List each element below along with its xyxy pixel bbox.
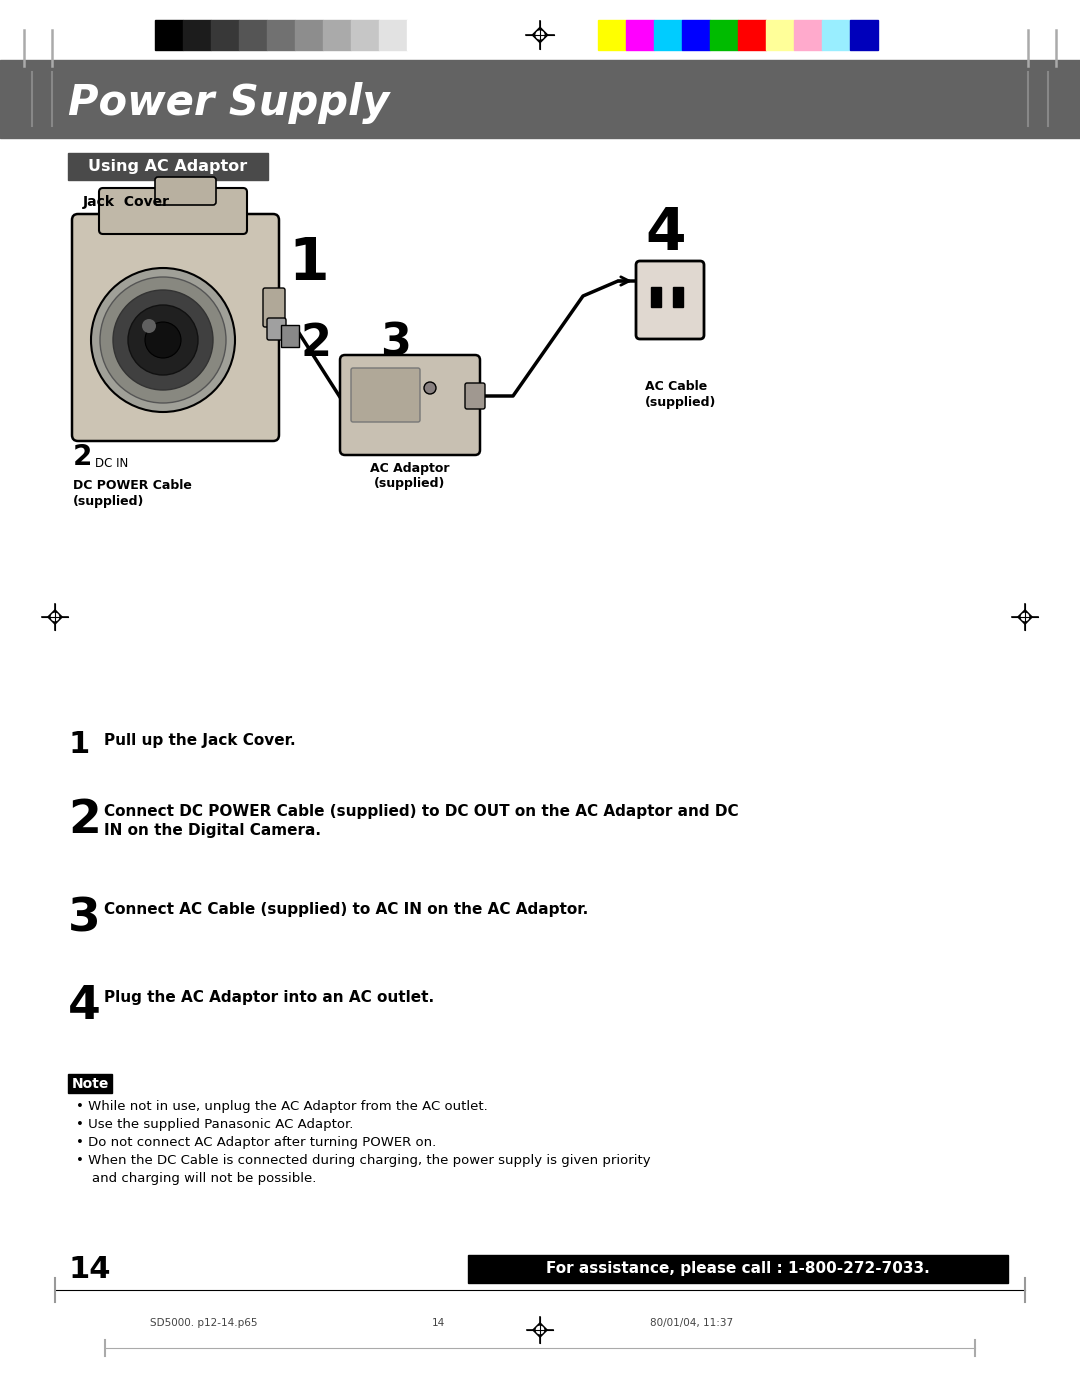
Polygon shape [48,610,63,624]
Text: 80/01/04, 11:37: 80/01/04, 11:37 [650,1317,733,1329]
Text: 2: 2 [68,798,100,842]
Circle shape [129,305,198,374]
Bar [0,0,1080,59]
Text: Using AC Adaptor: Using AC Adaptor [89,159,247,175]
Text: (supplied): (supplied) [645,395,716,409]
FancyBboxPatch shape [267,319,286,339]
Text: IN on the Digital Camera.: IN on the Digital Camera. [104,823,321,838]
Bar [351,20,379,50]
Bar [0,60,1080,138]
FancyBboxPatch shape [99,189,247,235]
Bar [468,1255,1008,1282]
Text: (supplied): (supplied) [73,495,145,509]
Circle shape [424,381,436,394]
Bar [211,20,239,50]
Text: AC Cable: AC Cable [645,380,707,393]
Circle shape [145,321,181,358]
FancyBboxPatch shape [465,383,485,409]
Text: 1: 1 [288,235,328,292]
Text: 3: 3 [380,321,410,365]
Text: Power Supply: Power Supply [68,82,390,124]
Bar [323,20,351,50]
Bar [766,20,794,50]
Text: • Use the supplied Panasonic AC Adaptor.: • Use the supplied Panasonic AC Adaptor. [76,1118,353,1132]
Bar [267,20,295,50]
Bar [738,20,766,50]
Text: Plug the AC Adaptor into an AC outlet.: Plug the AC Adaptor into an AC outlet. [104,990,434,1004]
Text: 4: 4 [645,205,686,263]
Text: Jack  Cover: Jack Cover [83,196,170,210]
Text: 2: 2 [73,443,93,471]
FancyBboxPatch shape [340,355,480,455]
Text: • When the DC Cable is connected during charging, the power supply is given prio: • When the DC Cable is connected during … [76,1154,650,1166]
Bar [183,20,211,50]
Text: 3: 3 [68,895,100,942]
Bar [68,1074,112,1092]
Bar [794,20,822,50]
Text: For assistance, please call : 1-800-272-7033.: For assistance, please call : 1-800-272-… [546,1261,930,1277]
Text: Note: Note [71,1077,109,1091]
Polygon shape [1017,610,1032,624]
Bar [407,20,435,50]
Bar [822,20,850,50]
Bar [156,20,183,50]
FancyBboxPatch shape [264,288,285,327]
Bar [68,154,268,180]
FancyBboxPatch shape [156,177,216,205]
Circle shape [537,1326,543,1334]
Circle shape [113,291,213,390]
Circle shape [536,31,544,39]
Text: 14: 14 [68,1255,110,1284]
Bar [239,20,267,50]
Text: 14: 14 [431,1317,445,1329]
FancyBboxPatch shape [72,214,279,441]
Bar [681,20,710,50]
Circle shape [100,277,226,402]
Circle shape [141,319,156,332]
Text: 2: 2 [300,321,330,365]
Text: 1: 1 [68,731,90,759]
Bar [295,20,323,50]
Text: AC Adaptor: AC Adaptor [370,462,449,475]
Bar [379,20,407,50]
Text: • While not in use, unplug the AC Adaptor from the AC outlet.: • While not in use, unplug the AC Adapto… [76,1099,488,1113]
FancyBboxPatch shape [351,367,420,422]
Bar [281,326,299,346]
Polygon shape [532,1323,548,1337]
Bar [598,20,626,50]
Circle shape [1022,613,1028,620]
Text: Pull up the Jack Cover.: Pull up the Jack Cover. [104,733,296,747]
Bar [626,20,654,50]
Text: • Do not connect AC Adaptor after turning POWER on.: • Do not connect AC Adaptor after turnin… [76,1136,436,1148]
Text: DC POWER Cable: DC POWER Cable [73,479,192,492]
Text: Connect AC Cable (supplied) to AC IN on the AC Adaptor.: Connect AC Cable (supplied) to AC IN on … [104,902,589,916]
Bar [850,20,878,50]
Text: Connect DC POWER Cable (supplied) to DC OUT on the AC Adaptor and DC: Connect DC POWER Cable (supplied) to DC … [104,805,739,819]
Circle shape [52,613,58,620]
Text: (supplied): (supplied) [375,476,446,490]
Bar [651,286,661,307]
Text: and charging will not be possible.: and charging will not be possible. [92,1172,316,1185]
Text: DC IN: DC IN [95,457,129,469]
Text: 4: 4 [68,983,100,1030]
Bar [710,20,738,50]
FancyBboxPatch shape [636,261,704,339]
Bar [673,286,683,307]
Polygon shape [532,28,548,43]
Circle shape [91,268,235,412]
Text: SD5000. p12-14.p65: SD5000. p12-14.p65 [150,1317,257,1329]
Bar [654,20,681,50]
